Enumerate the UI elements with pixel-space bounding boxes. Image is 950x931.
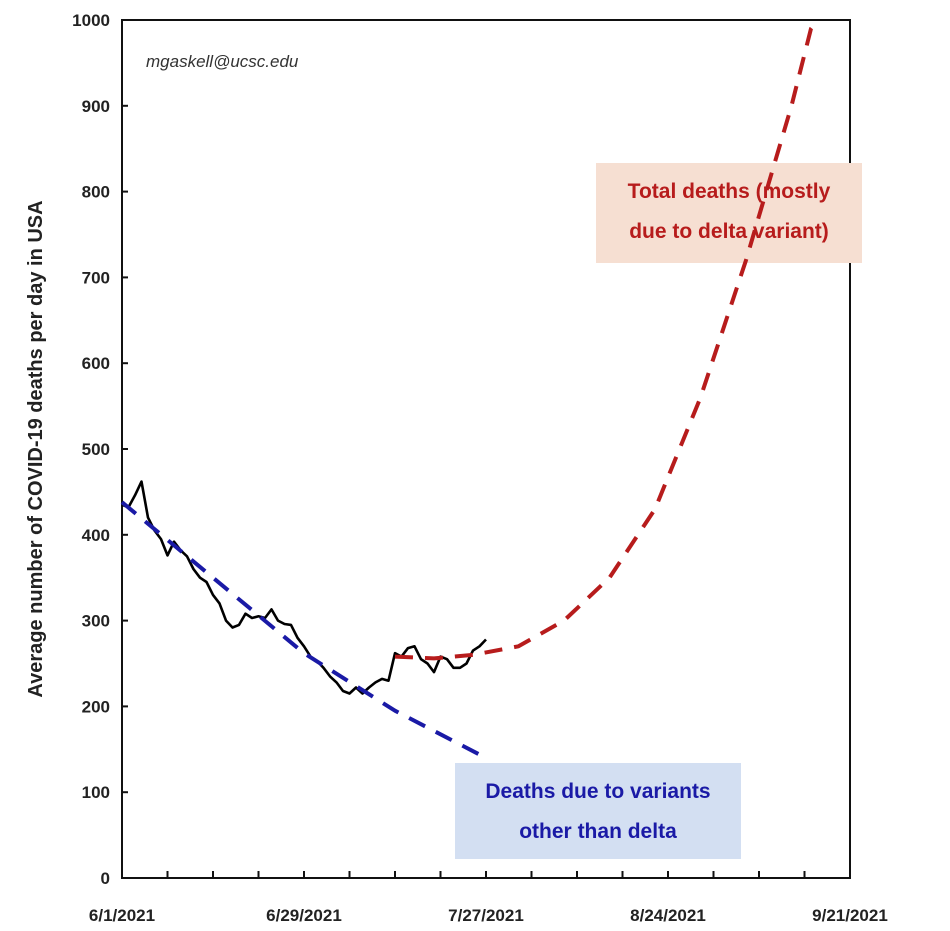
y-tick-label: 900 [82,97,110,116]
other-variants-annotation-line: Deaths due to variants [485,780,710,803]
series-group [120,18,820,760]
y-tick-label: 300 [82,612,110,631]
y-tick-label: 700 [82,268,110,287]
y-tick-label: 100 [82,783,110,802]
annotations: Total deaths (mostly due to delta variant… [455,163,862,859]
other-variants-annotation-line: other than delta [519,820,677,843]
y-tick-label: 1000 [72,11,110,30]
x-tick-label: 8/24/2021 [630,906,706,925]
x-tick-label: 6/29/2021 [266,906,342,925]
y-tick-label: 500 [82,440,110,459]
total-deaths-annotation-box [596,163,862,263]
y-tick-label: 200 [82,697,110,716]
observed-deaths-line [121,480,487,695]
x-tick-label: 9/21/2021 [812,906,888,925]
x-tick-label: 7/27/2021 [448,906,524,925]
y-tick-label: 400 [82,526,110,545]
y-tick-label: 800 [82,183,110,202]
x-axis: 6/1/2021 6/29/2021 7/27/2021 8/24/2021 9/21/… [89,871,888,925]
total-deaths-projection-line [394,18,820,661]
total-deaths-annotation-line: due to delta variant) [629,220,829,243]
total-deaths-annotation-line: Total deaths (mostly [628,180,831,203]
x-tick-label: 6/1/2021 [89,906,155,925]
watermark-text: mgaskell@ucsc.edu [146,52,299,71]
y-axis-title: Average number of COVID-19 deaths per da… [25,200,47,697]
y-tick-label: 600 [82,354,110,373]
y-tick-label: 0 [101,869,110,888]
other-variants-annotation-box [455,763,741,859]
y-axis: 0 100 200 300 400 500 600 700 800 900 1000 [72,11,128,888]
